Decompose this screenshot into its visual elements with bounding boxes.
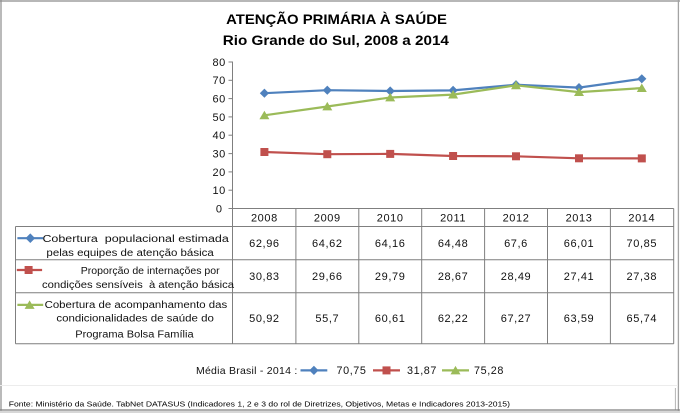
svg-text:70,75: 70,75	[337, 365, 367, 377]
svg-text:75,28: 75,28	[474, 365, 504, 377]
svg-text:30: 30	[212, 149, 225, 161]
svg-text:condições sensíveis à atenção: condições sensíveis à atenção básica	[42, 279, 235, 291]
svg-text:62,22: 62,22	[438, 313, 469, 325]
svg-text:64,62: 64,62	[312, 238, 343, 250]
svg-text:30,83: 30,83	[249, 271, 280, 283]
svg-text:27,38: 27,38	[627, 271, 658, 283]
svg-text:2012: 2012	[503, 213, 530, 225]
svg-text:Programa Bolsa Família: Programa Bolsa Família	[75, 329, 193, 341]
svg-text:ATENÇÃO PRIMÁRIA À SAÚDE: ATENÇÃO PRIMÁRIA À SAÚDE	[226, 11, 447, 28]
svg-text:40: 40	[212, 130, 225, 142]
svg-text:Rio Grande do Sul, 2008 a 2014: Rio Grande do Sul, 2008 a 2014	[223, 34, 449, 49]
svg-text:63,59: 63,59	[564, 313, 595, 325]
svg-text:67,6: 67,6	[504, 238, 528, 250]
svg-text:55,7: 55,7	[315, 313, 339, 325]
svg-text:60: 60	[212, 94, 225, 106]
svg-text:50,92: 50,92	[249, 313, 280, 325]
svg-text:2009: 2009	[314, 213, 341, 225]
svg-text:pelas equipes de atenção básic: pelas equipes de atenção básica	[46, 247, 214, 258]
svg-text:28,49: 28,49	[501, 271, 532, 283]
svg-text:Média Brasil - 2014 :: Média Brasil - 2014 :	[196, 365, 298, 377]
svg-text:10: 10	[212, 185, 225, 197]
svg-text:31,87: 31,87	[407, 365, 437, 377]
svg-text:Cobertura populacional estima: Cobertura populacional estimada	[42, 234, 229, 245]
svg-text:67,27: 67,27	[501, 313, 532, 325]
svg-text:80: 80	[212, 57, 225, 69]
svg-text:66,01: 66,01	[564, 238, 595, 250]
svg-text:2008: 2008	[251, 213, 278, 225]
svg-text:29,66: 29,66	[312, 271, 343, 283]
svg-text:Fonte: Ministério da Saúde. Ta: Fonte: Ministério da Saúde. TabNet DATAS…	[9, 400, 511, 408]
svg-text:29,79: 29,79	[375, 271, 406, 283]
svg-text:27,41: 27,41	[564, 271, 595, 283]
svg-text:condicionalidades de saúde do: condicionalidades de saúde do	[56, 313, 213, 324]
svg-text:70,85: 70,85	[627, 238, 658, 250]
svg-text:Proporção de internações por: Proporção de internações por	[81, 266, 220, 277]
svg-text:2011: 2011	[440, 213, 466, 225]
svg-text:2010: 2010	[377, 213, 404, 225]
svg-text:64,48: 64,48	[438, 238, 469, 250]
svg-text:65,74: 65,74	[627, 313, 658, 325]
svg-text:60,61: 60,61	[375, 313, 406, 325]
svg-text:70: 70	[212, 75, 225, 87]
svg-text:2013: 2013	[566, 213, 593, 225]
svg-text:64,16: 64,16	[375, 238, 406, 250]
svg-text:50: 50	[212, 112, 225, 124]
svg-text:0: 0	[216, 203, 223, 215]
svg-text:20: 20	[212, 167, 225, 179]
svg-text:28,67: 28,67	[438, 271, 469, 283]
svg-text:2014: 2014	[628, 213, 655, 225]
svg-text:62,96: 62,96	[249, 238, 280, 250]
svg-text:Cobertura de acompanhamento da: Cobertura de acompanhamento das	[45, 299, 228, 310]
